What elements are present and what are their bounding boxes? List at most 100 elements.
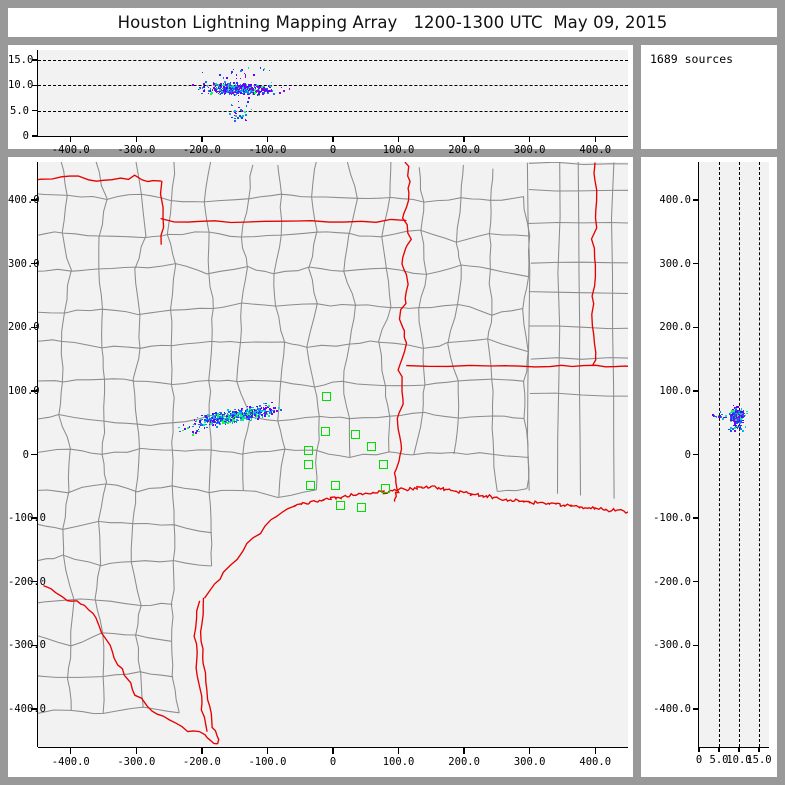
- lightning-source-point: [258, 85, 261, 88]
- x-tick-label: 0: [329, 144, 337, 156]
- lightning-source-point: [197, 428, 200, 431]
- lightning-source-point: [241, 90, 244, 93]
- lightning-source-point: [241, 408, 244, 411]
- lightning-source-point: [244, 76, 247, 78]
- lightning-source-point: [194, 432, 197, 434]
- lightning-source-point: [230, 86, 233, 88]
- lightning-source-point: [217, 84, 220, 86]
- lightning-source-point: [222, 416, 225, 419]
- county-line: [497, 488, 527, 493]
- county-line: [529, 325, 628, 330]
- lightning-source-point: [246, 91, 248, 94]
- lightning-source-point: [734, 427, 737, 429]
- lightning-source-point: [221, 419, 224, 421]
- lightning-source-point: [195, 420, 198, 422]
- lightning-source-point: [270, 90, 272, 92]
- lightning-source-point: [255, 84, 258, 86]
- lightning-source-point: [742, 410, 745, 412]
- lightning-source-point: [247, 67, 250, 69]
- lightning-source-point: [215, 90, 218, 93]
- lightning-source-point: [228, 90, 230, 93]
- lightning-source-point: [249, 85, 251, 88]
- lma-station-marker[interactable]: [366, 442, 376, 452]
- lightning-source-point: [737, 406, 740, 408]
- lightning-source-point: [264, 87, 267, 90]
- x-tick-label: -100.0: [248, 144, 287, 156]
- lightning-source-point: [235, 91, 237, 94]
- y-tick-label: 0: [22, 130, 29, 142]
- lightning-source-point: [730, 417, 733, 419]
- plan-view-map-plot[interactable]: [38, 162, 628, 747]
- lightning-source-point: [735, 411, 738, 414]
- lightning-source-point: [238, 90, 241, 93]
- x-tick-label: 0: [329, 756, 337, 768]
- county-line: [203, 162, 214, 567]
- lightning-source-point: [211, 419, 214, 422]
- lma-station-marker[interactable]: [350, 429, 360, 439]
- political-border: [293, 485, 628, 514]
- lightning-source-point: [178, 426, 180, 429]
- y-tick-label: -400.0: [8, 702, 46, 715]
- lightning-source-point: [242, 88, 244, 90]
- lightning-source-point: [250, 417, 253, 419]
- lightning-source-point: [235, 416, 238, 419]
- lightning-source-point: [239, 77, 242, 80]
- lightning-source-point: [220, 419, 223, 421]
- lightning-source-point: [239, 415, 242, 417]
- lightning-source-point: [217, 90, 219, 93]
- lma-station-marker[interactable]: [303, 446, 313, 456]
- lightning-source-point: [249, 406, 251, 408]
- lma-station-marker[interactable]: [320, 426, 330, 436]
- lightning-source-point: [229, 415, 232, 418]
- lightning-source-point: [231, 92, 234, 94]
- lightning-source-point: [739, 418, 742, 420]
- lightning-source-point: [256, 90, 259, 92]
- lma-station-marker[interactable]: [303, 460, 313, 470]
- lightning-source-point: [178, 430, 181, 433]
- lightning-source-point: [215, 86, 218, 89]
- altitude-vs-north-plot[interactable]: [699, 162, 769, 747]
- lightning-source-point: [264, 409, 267, 411]
- lightning-source-point: [240, 419, 243, 421]
- lightning-source-point: [734, 406, 737, 409]
- lightning-source-point: [274, 407, 277, 409]
- lightning-source-point: [741, 415, 744, 418]
- lightning-source-point: [260, 411, 263, 414]
- lightning-source-point: [223, 86, 225, 88]
- lightning-source-point: [234, 415, 236, 418]
- lma-station-marker[interactable]: [380, 484, 390, 494]
- lightning-source-point: [266, 410, 268, 413]
- lma-station-marker[interactable]: [379, 460, 388, 470]
- lma-station-marker[interactable]: [331, 481, 341, 491]
- political-border: [393, 162, 413, 502]
- lightning-source-point: [743, 415, 746, 417]
- x-tick-label: 400.0: [579, 756, 612, 768]
- lightning-source-point: [252, 91, 255, 94]
- lightning-source-point: [730, 415, 732, 418]
- lightning-source-point: [203, 427, 206, 429]
- x-tick-label: 300.0: [513, 144, 546, 156]
- lightning-source-point: [268, 85, 270, 87]
- lma-station-marker[interactable]: [305, 480, 315, 490]
- lma-station-marker[interactable]: [357, 502, 367, 512]
- lightning-source-point: [244, 87, 247, 90]
- lightning-source-point: [219, 90, 221, 93]
- county-line: [528, 291, 628, 294]
- county-line: [343, 162, 358, 458]
- lma-station-marker[interactable]: [321, 391, 331, 401]
- lightning-source-point: [237, 100, 240, 103]
- x-tick-label: -400.0: [51, 756, 90, 768]
- lightning-source-point: [211, 417, 214, 419]
- y-tick-label: 300.0: [8, 257, 40, 270]
- lightning-source-point: [226, 76, 228, 79]
- lightning-source-point: [244, 74, 247, 77]
- altitude-vs-east-plot[interactable]: [38, 50, 628, 136]
- lightning-source-point: [242, 93, 245, 96]
- lightning-source-point: [734, 415, 736, 417]
- lightning-source-point: [264, 407, 267, 409]
- lightning-source-point: [232, 419, 234, 421]
- lightning-source-point: [227, 422, 229, 424]
- lightning-source-point: [235, 412, 238, 414]
- lma-station-marker[interactable]: [335, 500, 345, 510]
- lightning-source-point: [717, 415, 720, 418]
